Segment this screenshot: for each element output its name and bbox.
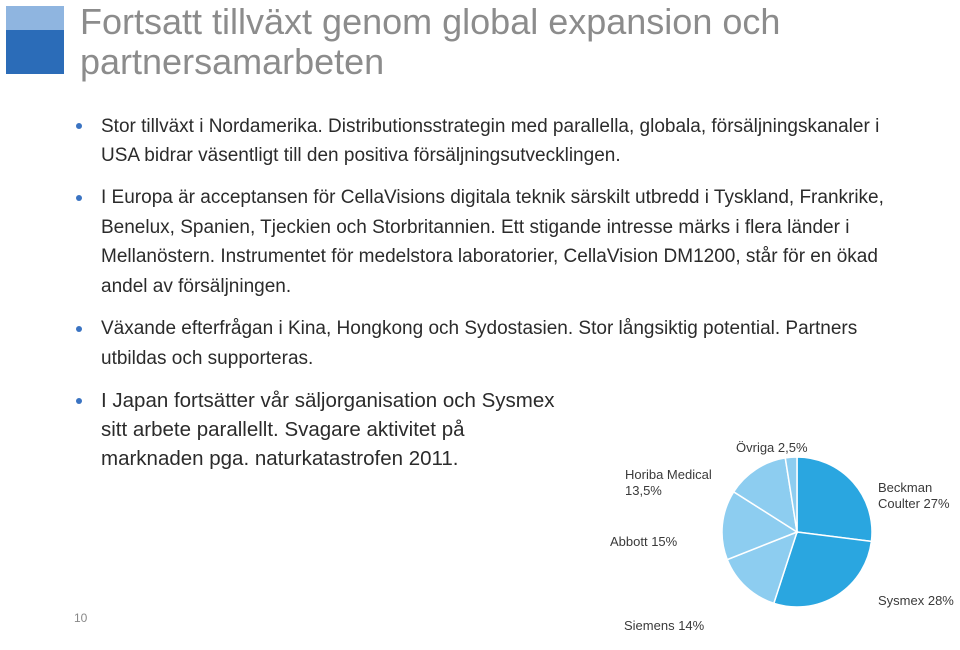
pie-slice--vriga — [784, 456, 798, 533]
pie-label--vriga: Övriga 2,5% — [736, 440, 808, 455]
bullet-list: Stor tillväxt i Nordamerika. Distributio… — [76, 112, 916, 473]
page-number: 10 — [74, 611, 88, 625]
title-accent-dark — [6, 30, 64, 74]
bullet-item-europe: I Europa är acceptansen för CellaVisions… — [76, 183, 916, 301]
pie-label-abbott: Abbott 15% — [610, 534, 678, 549]
pie-slice-horiba-medical — [732, 457, 799, 534]
pie-label-siemens: Siemens 14% — [624, 618, 705, 633]
bullet-item-japan: I Japan fortsätter vår säljorganisation … — [76, 386, 571, 473]
pie-label-sysmex: Sysmex 28% — [878, 593, 954, 608]
title-accent-light — [6, 6, 64, 30]
bullet-text: I Europa är acceptansen för CellaVisions… — [101, 187, 884, 297]
slide-title: Fortsatt tillväxt genom global expansion… — [80, 1, 781, 82]
pie-slice-siemens — [726, 530, 799, 605]
bullet-text: Stor tillväxt i Nordamerika. Distributio… — [101, 116, 880, 166]
pie-labels: Beckman Coulter 27% Sysmex 28% Siemens 14% A… — [610, 440, 954, 633]
bullet-text: Växande efterfrågan i Kina, Hongkong och… — [101, 318, 858, 369]
pie-label-horiba-medical: Horiba Medical 13,5% — [625, 467, 712, 498]
bullet-text: I Japan fortsätter vår säljorganisation … — [101, 389, 555, 470]
bullet-dot-icon — [76, 123, 82, 129]
bullet-dot-icon — [76, 398, 82, 404]
pie-slice-beckman-coulter — [796, 456, 873, 543]
pie-slices — [721, 456, 873, 608]
pie-label-beckman-coulter: Beckman Coulter 27% — [878, 480, 950, 511]
bullet-item-north-america: Stor tillväxt i Nordamerika. Distributio… — [76, 112, 916, 170]
pie-slice-sysmex — [772, 531, 873, 608]
bullet-item-asia: Växande efterfrågan i Kina, Hongkong och… — [76, 314, 916, 373]
bullet-dot-icon — [76, 326, 82, 332]
market-share-pie-chart: Beckman Coulter 27% Sysmex 28% Siemens 14% A… — [560, 420, 960, 650]
pie-chart-svg: Beckman Coulter 27% Sysmex 28% Siemens 14% A… — [610, 440, 954, 633]
bullet-dot-icon — [76, 195, 82, 201]
pie-slice-abbott — [721, 490, 799, 561]
